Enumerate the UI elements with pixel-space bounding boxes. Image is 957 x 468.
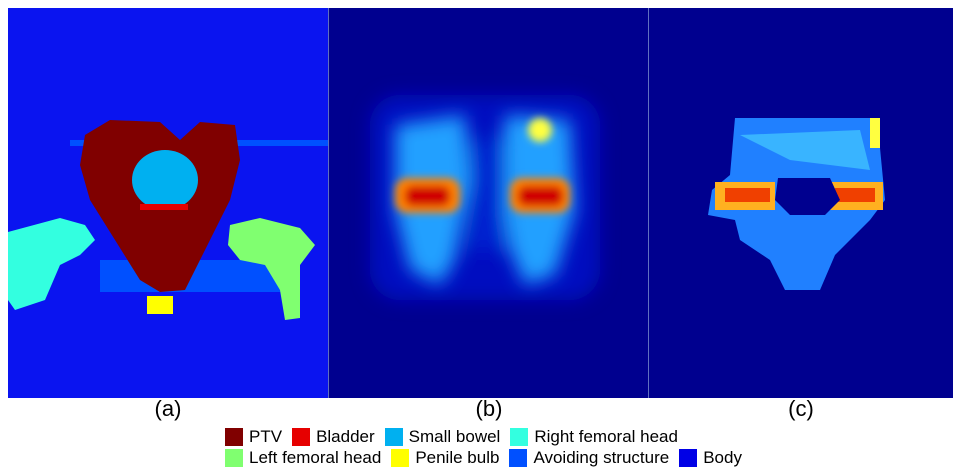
panel-b-image [329, 8, 648, 398]
legend-swatch [292, 427, 311, 446]
legend-label: Right femoral head [534, 426, 678, 446]
legend-row: Left femoral head Penile bulb Avoiding str… [225, 447, 752, 468]
legend-swatch [225, 427, 243, 446]
legend-item: Left femoral head [225, 448, 381, 468]
legend-swatch [384, 427, 403, 446]
legend-item: Body [679, 448, 742, 468]
legend-item: Bladder [292, 427, 375, 447]
legend-row: PTV Bladder Small bowel Right femoral head [225, 426, 752, 447]
legend-item: Penile bulb [391, 448, 499, 468]
panel-a-image [8, 8, 330, 398]
legend-label: PTV [249, 426, 283, 446]
legend: PTV Bladder Small bowel Right femoral head L… [225, 426, 752, 468]
panel-c-image [649, 8, 953, 398]
legend-swatch [225, 448, 243, 467]
legend-swatch [510, 427, 529, 446]
legend-item: Small bowel [384, 426, 501, 447]
legend-label: Body [703, 447, 742, 467]
panel-label: (b) [475, 396, 503, 421]
legend-label: Bladder [316, 426, 375, 446]
panel-label: (a) [154, 396, 182, 421]
legend-label: Penile bulb [415, 447, 500, 467]
legend-swatch [509, 448, 528, 467]
legend-item: Right femoral head [510, 427, 678, 447]
legend-item: Avoiding structure [509, 448, 669, 468]
legend-item: PTV [225, 427, 282, 447]
figure [8, 8, 953, 398]
legend-label: Left femoral head [249, 447, 382, 467]
legend-label: Avoiding structure [533, 447, 670, 467]
legend-swatch [391, 448, 410, 467]
panel-label: (c) [788, 396, 814, 421]
legend-swatch [679, 448, 698, 467]
legend-label: Small bowel [408, 426, 501, 446]
